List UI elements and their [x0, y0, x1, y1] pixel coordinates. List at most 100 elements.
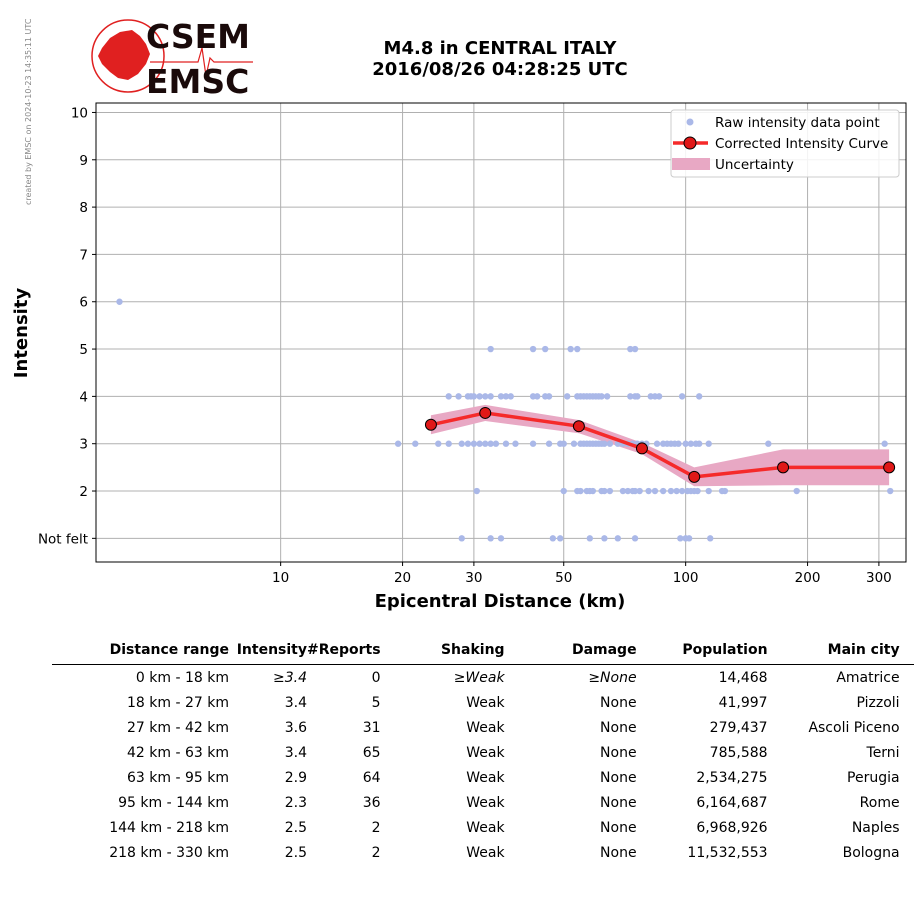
table-row: 27 km - 42 km 3.6 31 Weak None 279,437 Ascoli …	[52, 715, 914, 740]
raw-data-point	[473, 487, 480, 495]
uncertainty-band	[430, 404, 890, 487]
title-datetime: 2016/08/26 04:28:25 UTC	[372, 59, 628, 80]
raw-data-point	[534, 393, 541, 400]
raw-data-point	[603, 393, 611, 400]
raw-data-point	[685, 535, 693, 542]
curve-point	[572, 420, 585, 433]
raw-data-point	[570, 440, 578, 447]
y-axis-label: Intensity	[11, 288, 32, 379]
table-body: 0 km - 18 km ≥3.4 0 ≥Weak ≥None 14,468 Amatric…	[52, 665, 914, 866]
raw-data-point	[765, 440, 772, 447]
raw-data-point	[721, 487, 729, 495]
logo-top-text: CSEM	[146, 18, 250, 56]
cell-distance-range: 63 km - 95 km	[127, 769, 229, 786]
raw-data-point	[687, 440, 695, 447]
x-tick-label: 30	[465, 570, 482, 586]
curve-point	[424, 418, 437, 431]
cell-reports: 0	[371, 669, 381, 686]
header-intensity: Intensity	[229, 640, 307, 665]
raw-data-point	[542, 345, 549, 353]
raw-data-point	[567, 345, 574, 353]
cell-main-city: Naples	[851, 819, 900, 836]
cell-main-city: Amatrice	[836, 669, 900, 686]
y-tick-label: 3	[79, 437, 88, 453]
raw-data-point	[793, 487, 800, 495]
table-row: 218 km - 330 km 2.5 2 Weak None 11,532,553 Bol…	[52, 840, 914, 865]
cell-distance-range: 0 km - 18 km	[135, 669, 229, 686]
table-row: 63 km - 95 km 2.9 64 Weak None 2,534,275 Perug…	[52, 765, 914, 790]
x-tick-label: 100	[673, 570, 699, 586]
cell-shaking: Weak	[466, 819, 505, 836]
raw-data-point	[529, 345, 537, 353]
raw-data-point	[487, 440, 494, 447]
raw-data-point	[651, 487, 659, 495]
raw-data-point	[694, 487, 701, 495]
raw-data-point	[545, 393, 553, 400]
raw-data-point	[545, 440, 553, 447]
raw-data-point	[577, 487, 584, 495]
header-damage: Damage	[504, 640, 637, 665]
title-event: M4.8 in CENTRAL ITALY	[383, 38, 617, 59]
raw-data-point	[631, 487, 639, 495]
cell-reports: 2	[371, 819, 381, 836]
raw-data-point	[881, 440, 888, 447]
raw-data-point	[675, 440, 682, 447]
raw-data-point	[677, 535, 684, 542]
cell-intensity: 2.9	[284, 769, 307, 786]
cell-population: 785,588	[709, 744, 768, 761]
uncertainty-area	[430, 404, 890, 487]
cell-intensity: 2.5	[284, 819, 307, 836]
table-row: 18 km - 27 km 3.4 5 Weak None 41,997 Pizzoli	[52, 690, 914, 715]
cell-main-city: Terni	[866, 744, 900, 761]
raw-data-point	[631, 535, 639, 542]
cell-shaking: ≥Weak	[453, 669, 505, 686]
raw-data-point	[636, 487, 643, 495]
raw-data-point	[507, 393, 514, 400]
raw-data-point	[487, 393, 494, 400]
cell-main-city: Pizzoli	[856, 694, 900, 711]
cell-reports: 31	[362, 719, 381, 736]
raw-data-point	[464, 440, 472, 447]
y-tick-label: Not felt	[38, 531, 88, 547]
curve-point	[777, 461, 790, 474]
raw-data-point	[445, 440, 452, 447]
raw-data-point	[627, 345, 634, 353]
raw-data-point	[458, 535, 465, 542]
raw-data-point	[655, 393, 663, 400]
cell-reports: 36	[362, 794, 381, 811]
header-reports: #Reports	[307, 640, 381, 665]
raw-data-point	[673, 487, 680, 495]
cell-shaking: Weak	[466, 744, 505, 761]
cell-damage: None	[600, 844, 637, 861]
legend-box	[670, 109, 900, 178]
raw-data-point	[601, 440, 608, 447]
cell-population: 2,534,275	[696, 769, 768, 786]
raw-data-point	[624, 487, 632, 495]
cell-reports: 2	[371, 844, 381, 861]
raw-data-point	[634, 393, 641, 400]
plot-frame	[95, 102, 907, 563]
legend-raw-marker	[686, 118, 694, 126]
raw-data-point	[601, 535, 608, 542]
raw-data-point	[601, 487, 608, 495]
intensity-chart: Not felt 2 3 4 5 6 7 8 9 10 10 20 30 50 100 200 300 Epic…	[11, 102, 907, 612]
raw-data-point	[529, 440, 537, 447]
raw-data-point	[412, 440, 419, 447]
cell-damage: None	[600, 819, 637, 836]
header-main-city: Main city	[767, 640, 914, 665]
y-tick-label: 2	[79, 484, 88, 500]
raw-data-point	[476, 393, 483, 400]
raw-data-point	[682, 440, 689, 447]
raw-data-point	[631, 345, 639, 353]
raw-data-point	[707, 535, 714, 542]
raw-data-point	[574, 345, 581, 353]
cell-reports: 5	[371, 694, 381, 711]
logo-bottom-text: EMSC	[146, 62, 249, 98]
cell-distance-range: 27 km - 42 km	[127, 719, 229, 736]
cell-intensity: 3.4	[284, 744, 307, 761]
raw-data-point	[705, 487, 712, 495]
raw-data-point	[560, 440, 567, 447]
header-shaking: Shaking	[380, 640, 505, 665]
raw-data-point	[564, 393, 571, 400]
logo-ring	[91, 19, 165, 93]
